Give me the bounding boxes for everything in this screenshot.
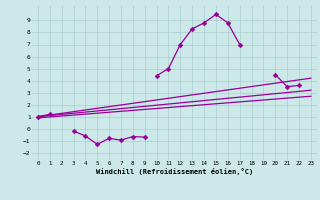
X-axis label: Windchill (Refroidissement éolien,°C): Windchill (Refroidissement éolien,°C) xyxy=(96,168,253,175)
